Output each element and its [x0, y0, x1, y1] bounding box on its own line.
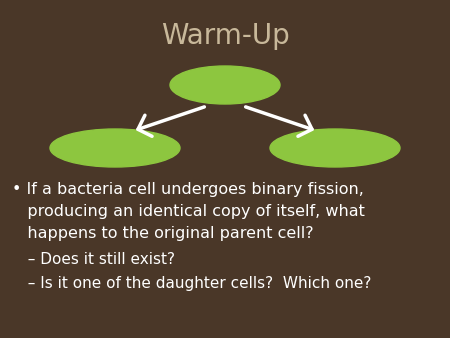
Text: • If a bacteria cell undergoes binary fission,: • If a bacteria cell undergoes binary fi…	[12, 182, 364, 197]
Text: happens to the original parent cell?: happens to the original parent cell?	[12, 226, 314, 241]
Text: – Does it still exist?: – Does it still exist?	[18, 252, 175, 267]
Ellipse shape	[170, 66, 280, 104]
Ellipse shape	[270, 129, 400, 167]
Text: producing an identical copy of itself, what: producing an identical copy of itself, w…	[12, 204, 365, 219]
Text: Warm-Up: Warm-Up	[161, 22, 289, 50]
Text: – Is it one of the daughter cells?  Which one?: – Is it one of the daughter cells? Which…	[18, 276, 371, 291]
Ellipse shape	[50, 129, 180, 167]
